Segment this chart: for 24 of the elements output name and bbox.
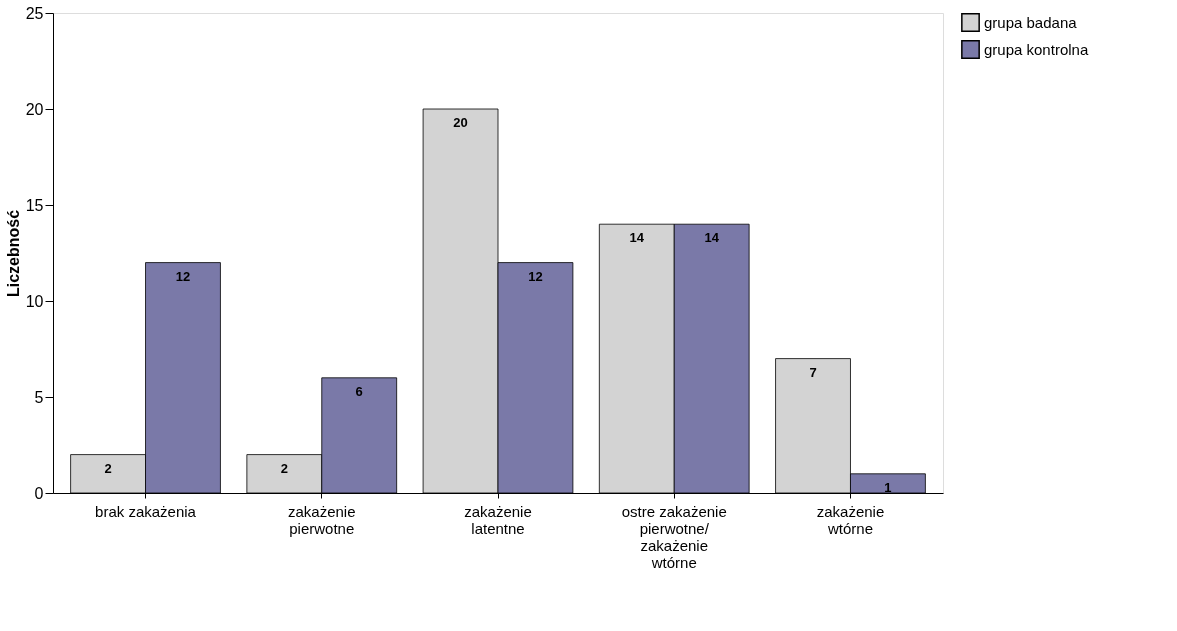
legend-label: grupa kontrolna — [984, 40, 1089, 58]
y-tick-label: 10 — [25, 292, 44, 310]
data-label: 12 — [528, 268, 543, 284]
y-tick-label: 0 — [34, 484, 44, 502]
y-tick-label: 15 — [25, 196, 44, 214]
data-label: 2 — [104, 460, 112, 476]
y-tick-label: 25 — [25, 4, 44, 22]
data-label: 7 — [809, 364, 817, 380]
y-tick-label: 5 — [34, 388, 44, 406]
x-tick-label: ostre zakażenie pierwotne/ zakażenie wtórne — [621, 502, 727, 571]
data-label: 14 — [629, 230, 645, 246]
x-tick-label: zakażenie pierwotne — [287, 502, 356, 537]
y-tick-label: 20 — [25, 100, 44, 118]
x-tick-label: brak zakażenia — [95, 502, 197, 520]
legend-label: grupa badana — [984, 13, 1078, 31]
y-axis-title: Liczebność — [4, 209, 22, 298]
data-label: 6 — [355, 383, 363, 399]
data-label: 1 — [884, 479, 892, 495]
data-label: 20 — [453, 115, 468, 130]
x-tick-label: zakażenie latentne — [464, 502, 532, 537]
data-label: 2 — [280, 460, 288, 476]
data-label: 12 — [175, 268, 191, 284]
x-tick-label: zakażenie wtórne — [816, 502, 885, 537]
data-label: 14 — [704, 230, 720, 246]
